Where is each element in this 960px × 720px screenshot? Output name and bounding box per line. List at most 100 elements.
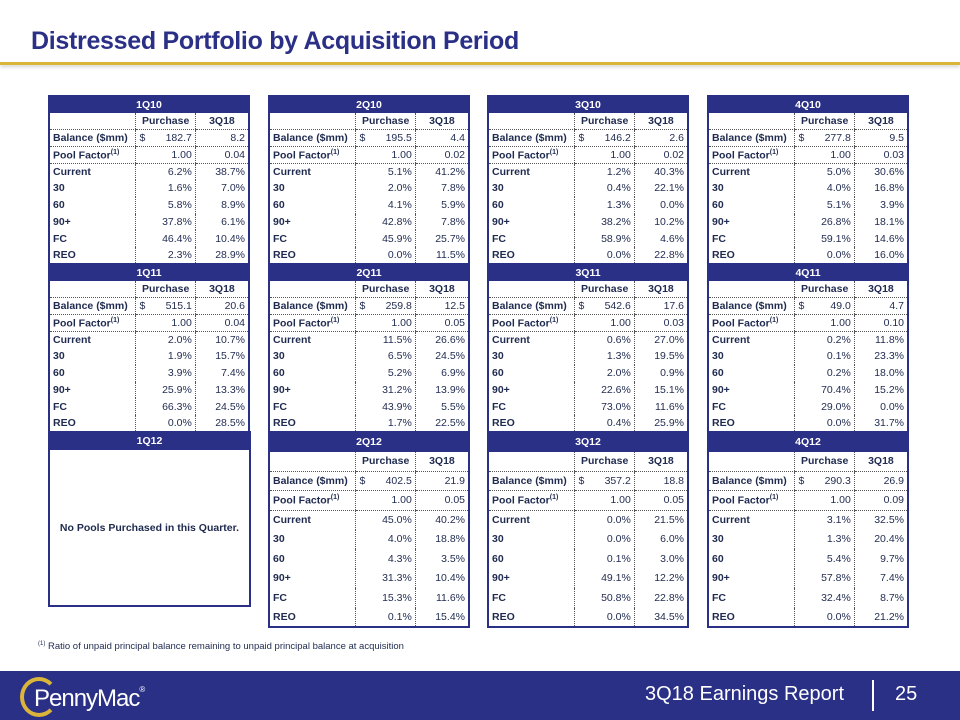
row-label: 30 bbox=[53, 350, 65, 363]
purchase-value: 0.1% bbox=[355, 607, 416, 627]
row-label: REO bbox=[273, 249, 296, 262]
current-value: 27.0% bbox=[633, 331, 688, 348]
purchase-value: 0.1% bbox=[574, 549, 635, 569]
purchase-value: 25.9% bbox=[135, 381, 196, 399]
purchase-value: 4.0% bbox=[794, 179, 855, 197]
pool-factor-text: Pool Factor bbox=[273, 317, 331, 330]
current-value: 10.4% bbox=[194, 230, 249, 248]
row-label: FC bbox=[273, 400, 287, 413]
balance-label: Balance ($mm) bbox=[488, 471, 575, 491]
footnote-ref: (1) bbox=[330, 494, 340, 501]
current-value: 40.2% bbox=[414, 510, 469, 530]
report-title: 3Q18 Earnings Report bbox=[645, 683, 845, 705]
row-label: 90+ bbox=[712, 572, 730, 585]
footnote-ref: (1) bbox=[549, 316, 559, 324]
purchase-value: 3.1% bbox=[794, 510, 855, 530]
purchase-value: 58.9% bbox=[574, 230, 635, 248]
table-row: REO 2.3% 28.9% bbox=[49, 247, 249, 264]
purchase-value: 66.3% bbox=[135, 398, 196, 416]
purchase-value: 0.4% bbox=[574, 179, 635, 197]
blank-header bbox=[488, 112, 575, 131]
purchase-value: 1.3% bbox=[574, 196, 635, 214]
balance-purchase: $195.5 bbox=[355, 129, 416, 147]
table-row: 30 2.0% 7.8% bbox=[269, 179, 469, 197]
purchase-value: 3.9% bbox=[135, 364, 196, 382]
current-value: 11.5% bbox=[414, 247, 469, 264]
row-label: Current bbox=[273, 514, 311, 526]
row-label: FC bbox=[53, 400, 67, 413]
blank-header bbox=[49, 280, 136, 299]
balance-label: Balance ($mm) bbox=[49, 129, 136, 147]
pool-factor-current: 0.03 bbox=[853, 146, 908, 164]
current-value: 3.9% bbox=[853, 196, 908, 214]
portfolio-table-2q12: 2Q12 Purchase 3Q18 Balance ($mm) $402.5 21.9 P… bbox=[268, 431, 470, 628]
balance-current: 9.5 bbox=[853, 129, 908, 147]
balance-purchase-value: 146.2 bbox=[604, 131, 631, 144]
table-row: Current 6.2% 38.7% bbox=[49, 163, 249, 180]
table-row: 30 1.9% 15.7% bbox=[49, 347, 249, 365]
purchase-value: 26.8% bbox=[794, 213, 855, 231]
balance-current: 21.9 bbox=[414, 471, 469, 491]
row-label: 30 bbox=[492, 533, 504, 546]
table-row: REO 0.1% 15.4% bbox=[269, 607, 469, 627]
current-value: 3.0% bbox=[633, 549, 688, 569]
current-value: 18.0% bbox=[853, 364, 908, 382]
current-value: 9.7% bbox=[853, 549, 908, 569]
balance-purchase: $277.8 bbox=[794, 129, 855, 147]
purchase-value: 1.2% bbox=[574, 163, 635, 180]
row-label: 60 bbox=[273, 552, 285, 565]
purchase-value: 0.0% bbox=[135, 415, 196, 432]
dollar-sign: $ bbox=[359, 299, 366, 312]
portfolio-table-3q11: 3Q11 Purchase 3Q18 Balance ($mm) $542.6 17.6 P… bbox=[487, 263, 689, 433]
current-value: 28.9% bbox=[194, 247, 249, 264]
table-row: FC 43.9% 5.5% bbox=[269, 398, 469, 416]
table-row: REO 0.4% 25.9% bbox=[488, 415, 688, 432]
pool-factor-purchase: 1.00 bbox=[355, 314, 416, 332]
table-row: FC 58.9% 4.6% bbox=[488, 230, 688, 248]
purchase-column-header: Purchase bbox=[135, 280, 196, 299]
pool-factor-text: Pool Factor bbox=[53, 149, 111, 162]
pennymac-logo: PennyMac® bbox=[20, 675, 160, 717]
current-value: 41.2% bbox=[414, 163, 469, 180]
table-header: 4Q11 bbox=[708, 264, 908, 281]
current-value: 25.9% bbox=[633, 415, 688, 432]
purchase-value: 1.7% bbox=[355, 415, 416, 432]
row-label: 60 bbox=[492, 367, 504, 380]
row-label: 90+ bbox=[492, 572, 510, 585]
purchase-value: 50.8% bbox=[574, 588, 635, 608]
purchase-value: 6.5% bbox=[355, 347, 416, 365]
purchase-value: 1.3% bbox=[794, 529, 855, 549]
pool-factor-purchase: 1.00 bbox=[135, 146, 196, 164]
table-row: 90+ 25.9% 13.3% bbox=[49, 381, 249, 399]
table-row: REO 0.0% 31.7% bbox=[708, 415, 908, 432]
footnote-ref: (1) bbox=[769, 494, 779, 501]
purchase-column-header: Purchase bbox=[794, 451, 855, 472]
pool-factor-current: 0.02 bbox=[414, 146, 469, 164]
blank-header bbox=[708, 280, 795, 299]
row-label: FC bbox=[273, 232, 287, 245]
table-header: 2Q11 bbox=[269, 264, 469, 281]
table-row: 60 1.3% 0.0% bbox=[488, 196, 688, 214]
row-label: 60 bbox=[492, 552, 504, 565]
current-value: 16.8% bbox=[853, 179, 908, 197]
purchase-value: 49.1% bbox=[574, 568, 635, 588]
current-column-header: 3Q18 bbox=[853, 280, 908, 299]
balance-purchase: $402.5 bbox=[355, 471, 416, 491]
current-value: 7.8% bbox=[414, 213, 469, 231]
pool-factor-current: 0.10 bbox=[853, 314, 908, 332]
table-row: Current 0.6% 27.0% bbox=[488, 331, 688, 348]
current-value: 15.2% bbox=[853, 381, 908, 399]
balance-current: 4.7 bbox=[853, 297, 908, 315]
current-value: 13.9% bbox=[414, 381, 469, 399]
current-value: 24.5% bbox=[194, 398, 249, 416]
table-row: 90+ 31.3% 10.4% bbox=[269, 568, 469, 588]
pool-factor-text: Pool Factor bbox=[492, 149, 550, 162]
blank-header bbox=[708, 451, 795, 472]
balance-label: Balance ($mm) bbox=[708, 129, 795, 147]
pool-factor-purchase: 1.00 bbox=[794, 146, 855, 164]
purchase-value: 0.0% bbox=[574, 247, 635, 264]
current-column-header: 3Q18 bbox=[414, 112, 469, 131]
pool-factor-label: Pool Factor(1) bbox=[269, 314, 356, 332]
portfolio-table-4q12: 4Q12 Purchase 3Q18 Balance ($mm) $290.3 26.9 P… bbox=[707, 431, 909, 628]
current-value: 40.3% bbox=[633, 163, 688, 180]
